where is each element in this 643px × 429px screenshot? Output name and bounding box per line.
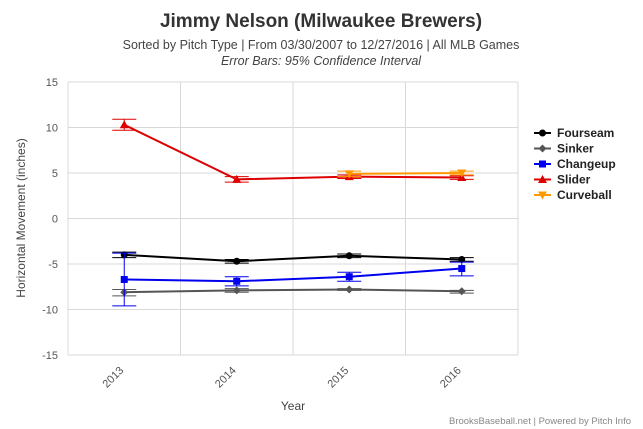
data-point[interactable] (233, 257, 241, 265)
chart-error-bar-note: Error Bars: 95% Confidence Interval (221, 54, 422, 68)
series-line (124, 288, 462, 294)
legend-item-changeup[interactable]: Changeup (534, 157, 616, 171)
series-group (112, 118, 474, 307)
y-tick-label: 10 (46, 123, 58, 135)
legend-label: Sinker (557, 142, 594, 156)
data-point[interactable] (345, 252, 353, 260)
series-sinker (112, 285, 474, 297)
data-point[interactable] (120, 275, 128, 283)
data-point[interactable] (458, 265, 466, 273)
data-point[interactable] (457, 287, 466, 296)
y-tick-label: 5 (52, 168, 58, 180)
series-curveball (337, 169, 474, 179)
series-line (123, 123, 462, 181)
y-tick-label: -10 (42, 305, 58, 317)
x-axis-title: Year (281, 399, 305, 413)
legend-item-sinker[interactable]: Sinker (534, 142, 594, 156)
series-line (349, 172, 462, 175)
legend-marker[interactable] (538, 175, 547, 183)
legend-item-slider[interactable]: Slider (534, 173, 591, 187)
y-tick-label: -5 (48, 259, 58, 271)
legend-item-curveball[interactable]: Curveball (534, 188, 612, 202)
data-point[interactable] (232, 286, 241, 295)
legend-marker[interactable] (538, 191, 547, 200)
legend-marker[interactable] (539, 129, 546, 137)
chart-credits[interactable]: BrooksBaseball.net | Powered by Pitch In… (449, 416, 631, 427)
chart-title: Jimmy Nelson (Milwaukee Brewers) (160, 11, 482, 32)
y-axis-ticks: 15 10 5 0 -5 -10 -15 (42, 77, 58, 362)
data-point[interactable] (344, 170, 354, 179)
y-tick-label: 15 (46, 77, 58, 89)
data-point[interactable] (345, 273, 353, 281)
series-line (124, 253, 462, 263)
legend-label: Changeup (557, 157, 616, 171)
gridlines (67, 81, 519, 356)
legend-marker[interactable] (539, 160, 546, 168)
chart-subtitle: Sorted by Pitch Type | From 03/30/2007 t… (123, 38, 520, 52)
legend-marker[interactable] (538, 144, 547, 153)
y-tick-label: 0 (52, 214, 58, 226)
series-line (124, 267, 462, 283)
data-point[interactable] (232, 174, 242, 183)
legend-label: Curveball (557, 188, 612, 202)
y-axis-title: Horizontal Movement (inches) (14, 138, 28, 297)
legend-item-fourseam[interactable]: Fourseam (534, 126, 614, 140)
legend-label: Fourseam (557, 126, 614, 140)
y-tick-label: -15 (42, 350, 58, 362)
legend-label: Slider (557, 173, 591, 187)
series-changeup (112, 252, 474, 307)
series-fourseam (112, 251, 474, 265)
data-point[interactable] (119, 120, 129, 129)
data-point[interactable] (345, 285, 354, 294)
data-point[interactable] (458, 255, 466, 263)
data-point[interactable] (233, 277, 241, 285)
data-point[interactable] (457, 169, 467, 178)
